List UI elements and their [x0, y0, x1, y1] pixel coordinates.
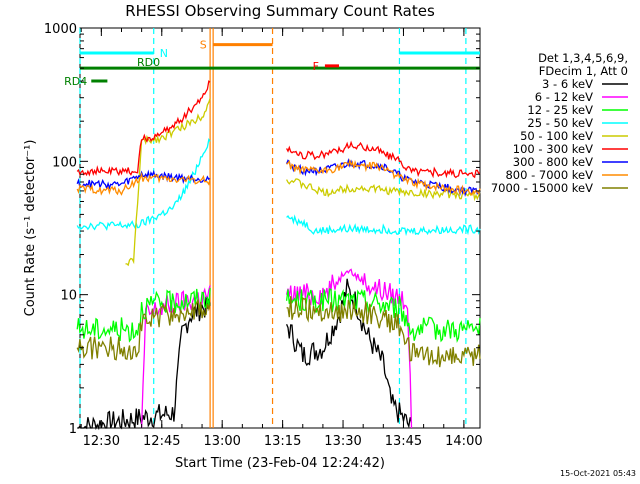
legend: Det 1,3,4,5,6,9,FDecim 1, Att 03 - 6 keV… [491, 51, 628, 195]
legend-entry-label: 6 - 12 keV [535, 90, 593, 104]
x-tick-label: 14:00 [445, 434, 482, 449]
legend-entry-label: 300 - 800 keV [513, 155, 593, 169]
legend-entry-label: 25 - 50 keV [527, 116, 593, 130]
series-line [76, 296, 481, 368]
x-tick-label: 13:00 [203, 434, 240, 449]
series-line [76, 288, 481, 344]
annotation-label: N [160, 47, 168, 60]
annotation-label: RD4 [64, 75, 87, 88]
legend-entry-label: 50 - 100 keV [520, 129, 593, 143]
y-axis-label: Count Rate (s⁻¹ detector⁻¹) [23, 140, 38, 317]
x-tick-label: 12:45 [143, 434, 180, 449]
y-tick-label: 100 [52, 155, 77, 170]
legend-entry-label: 800 - 7000 keV [505, 168, 593, 182]
series-line [76, 158, 481, 197]
annotation-label: RD0 [137, 56, 160, 69]
x-tick-label: 13:30 [324, 434, 361, 449]
y-tick-label: 1000 [44, 22, 77, 37]
y-tick-label: 1 [69, 422, 77, 437]
series-line [77, 278, 413, 431]
legend-header: FDecim 1, Att 0 [539, 64, 628, 78]
legend-entry-label: 12 - 25 keV [527, 103, 593, 117]
y-tick-label: 10 [60, 289, 77, 304]
y-axis: 1 10 100 1000 [44, 22, 480, 437]
series-line [125, 98, 481, 267]
legend-entry-label: 100 - 300 keV [513, 142, 593, 156]
chart-title: RHESSI Observing Summary Count Rates [125, 2, 435, 20]
legend-header: Det 1,3,4,5,6,9, [538, 51, 628, 65]
annotation-label: F [313, 60, 319, 73]
x-tick-label: 12:30 [83, 434, 120, 449]
legend-entry-label: 3 - 6 keV [542, 77, 593, 91]
series-line [76, 137, 481, 237]
series-line [140, 268, 413, 429]
x-axis: 12:30 12:45 13:00 13:15 13:30 13:45 14:00 [80, 28, 483, 449]
annotation-label: S [200, 39, 207, 52]
x-tick-label: 13:45 [385, 434, 422, 449]
x-tick-label: 13:15 [264, 434, 301, 449]
plot-frame [79, 27, 481, 429]
legend-entry-label: 7000 - 15000 keV [491, 181, 593, 195]
render-timestamp: 15-Oct-2021 05:43 [560, 469, 636, 478]
vertical-markers [79, 28, 467, 428]
series-layer [76, 80, 481, 431]
series-line [76, 80, 481, 179]
x-axis-label: Start Time (23-Feb-04 12:24:42) [175, 456, 385, 471]
